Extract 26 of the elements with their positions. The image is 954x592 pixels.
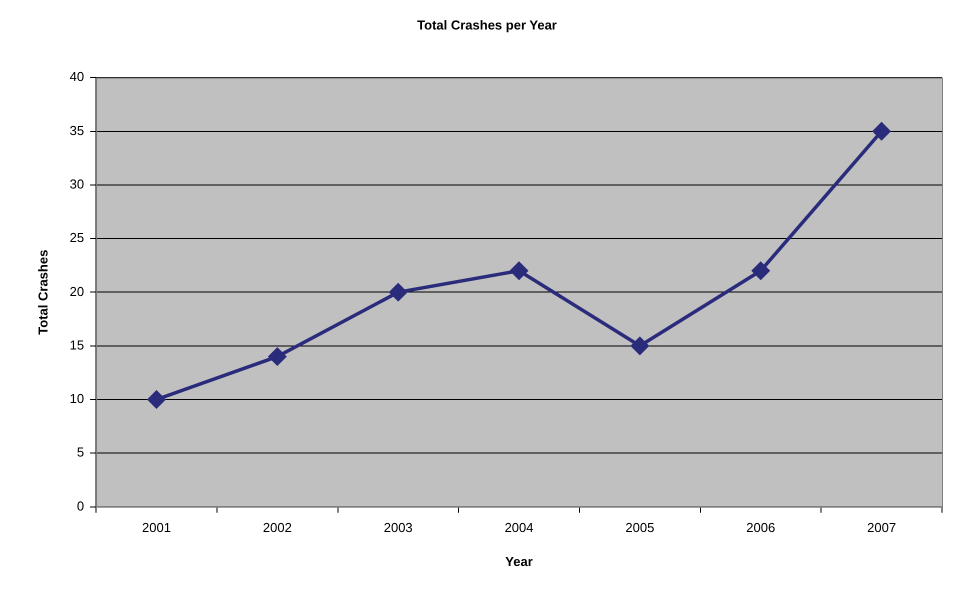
point — [510, 262, 528, 280]
point — [148, 390, 166, 408]
x-axis-title: Year — [505, 554, 533, 569]
y-tick-label: 5 — [76, 444, 84, 460]
point — [389, 283, 407, 301]
y-tick-label: 40 — [70, 69, 84, 84]
y-tick-label: 10 — [70, 391, 84, 406]
y-tick-label: 0 — [76, 498, 84, 514]
point — [631, 337, 649, 355]
point — [752, 262, 770, 280]
y-tick-label: 20 — [70, 284, 84, 299]
x-tick-label: 2002 — [262, 520, 292, 536]
x-tick-label: 2004 — [504, 520, 534, 536]
y-tick-label: 30 — [70, 176, 84, 192]
y-tick-label: 35 — [70, 122, 84, 138]
x-tick-label: 2001 — [142, 520, 171, 536]
point — [268, 348, 286, 366]
y-tick-label: 25 — [70, 230, 84, 246]
x-tick-label: 2003 — [384, 520, 413, 536]
chart-title: Total Crashes per Year — [417, 17, 557, 32]
x-tick-label: 2005 — [625, 520, 654, 536]
y-axis-title: Total Crashes — [35, 250, 50, 335]
x-tick-label: 2007 — [867, 520, 896, 536]
x-tick-label: 2006 — [746, 520, 776, 536]
y-tick-label: 15 — [70, 337, 84, 352]
point — [872, 122, 890, 140]
